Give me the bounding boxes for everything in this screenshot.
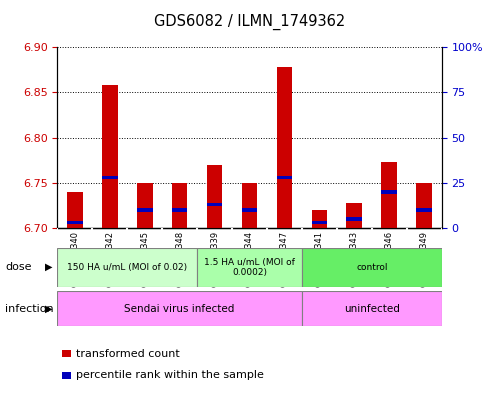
Text: GSM1642342: GSM1642342 (105, 231, 114, 287)
Text: uninfected: uninfected (344, 303, 400, 314)
Bar (346, 203, 362, 228)
Bar (302, 291, 442, 326)
Text: infection: infection (5, 303, 53, 314)
Text: GDS6082 / ILMN_1749362: GDS6082 / ILMN_1749362 (154, 13, 345, 30)
Text: GSM1642349: GSM1642349 (420, 231, 429, 287)
Text: transformed count: transformed count (76, 349, 180, 359)
Bar (381, 162, 397, 228)
Bar (416, 208, 432, 212)
Text: GSM1642347: GSM1642347 (280, 231, 289, 287)
Bar (416, 183, 432, 228)
Text: GSM1642346: GSM1642346 (385, 231, 394, 287)
Text: GSM1642344: GSM1642344 (245, 231, 254, 287)
Bar (57, 248, 197, 287)
Text: GSM1642340: GSM1642340 (70, 231, 79, 287)
Bar (276, 67, 292, 228)
Text: GSM1642348: GSM1642348 (175, 231, 184, 287)
Bar (172, 183, 188, 228)
Bar (67, 192, 83, 228)
Bar (207, 165, 223, 228)
Text: 1.5 HA u/mL (MOI of
0.0002): 1.5 HA u/mL (MOI of 0.0002) (204, 257, 295, 277)
Bar (346, 217, 362, 221)
Bar (381, 190, 397, 194)
Bar (207, 203, 223, 206)
Text: GSM1642341: GSM1642341 (315, 231, 324, 287)
Bar (302, 248, 442, 287)
Text: percentile rank within the sample: percentile rank within the sample (76, 370, 264, 380)
Text: GSM1642339: GSM1642339 (210, 231, 219, 287)
Bar (242, 208, 257, 212)
Text: GSM1642343: GSM1642343 (350, 231, 359, 287)
Text: 150 HA u/mL (MOI of 0.02): 150 HA u/mL (MOI of 0.02) (67, 263, 187, 272)
Bar (197, 248, 302, 287)
Bar (276, 176, 292, 179)
Bar (102, 176, 118, 179)
Bar (102, 85, 118, 228)
Text: dose: dose (5, 262, 31, 272)
Bar (57, 291, 302, 326)
Bar (311, 210, 327, 228)
Bar (242, 183, 257, 228)
Text: ▶: ▶ (45, 262, 52, 272)
Bar (137, 208, 153, 212)
Text: control: control (356, 263, 388, 272)
Bar (137, 183, 153, 228)
Text: GSM1642345: GSM1642345 (140, 231, 149, 287)
Text: ▶: ▶ (45, 303, 52, 314)
Bar (67, 221, 83, 224)
Bar (172, 208, 188, 212)
Bar (311, 221, 327, 224)
Text: Sendai virus infected: Sendai virus infected (124, 303, 235, 314)
